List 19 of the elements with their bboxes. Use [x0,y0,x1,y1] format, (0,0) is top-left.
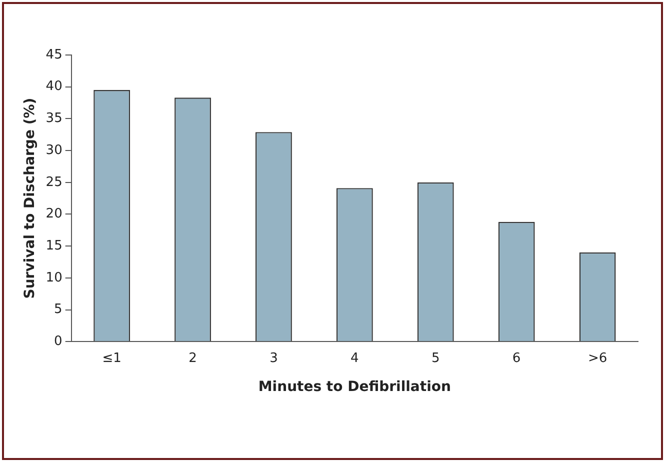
x-axis-title: Minutes to Defibrillation [258,379,451,396]
x-tick-label: ≤1 [102,350,122,366]
x-tick-label: 5 [431,350,440,366]
y-tick-label: 25 [46,174,62,190]
x-tick-label: 2 [188,350,197,366]
x-tick-label: 6 [512,350,521,366]
y-tick-label: 30 [46,142,62,158]
y-tick-label: 0 [54,334,62,349]
x-tick-label: 4 [350,350,359,366]
x-tick-label: >6 [588,350,608,366]
y-tick-label: 5 [54,302,62,318]
y-axis-title: Survival to Discharge (%) [22,98,38,299]
y-tick-label: 20 [46,206,62,222]
y-tick-label: 10 [46,270,62,286]
x-tick-label: 3 [270,350,278,366]
y-tick-label: 35 [46,111,62,126]
y-tick-label: 15 [46,238,62,254]
y-tick-label: 45 [46,47,62,62]
y-tick-label: 40 [46,79,62,94]
